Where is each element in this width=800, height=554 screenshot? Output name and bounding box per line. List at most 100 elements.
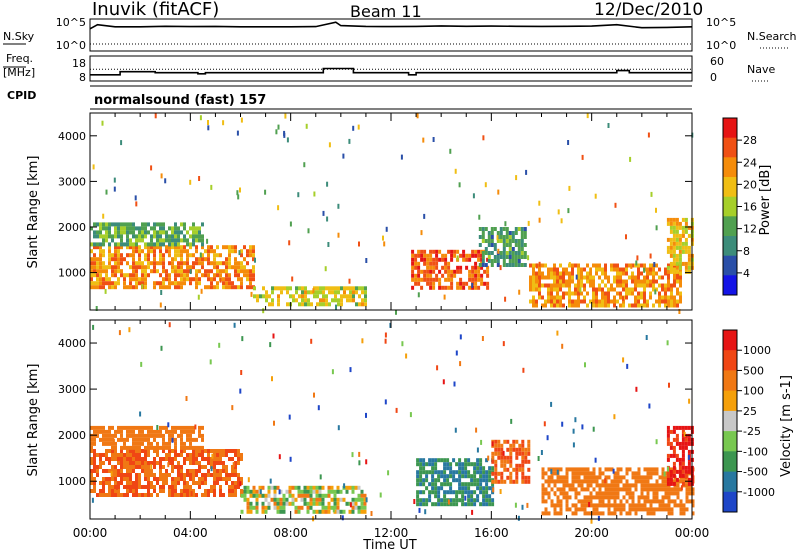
data-cell [490, 235, 494, 239]
data-cell [556, 271, 559, 276]
data-cell [470, 494, 474, 499]
data-cell [324, 493, 328, 498]
data-cell [213, 249, 216, 254]
data-cell [473, 498, 477, 503]
data-cell [491, 459, 495, 464]
data-cell [186, 469, 189, 473]
data-cell [313, 294, 316, 299]
data-cell [336, 501, 340, 506]
data-cell [346, 294, 349, 299]
data-cell [168, 261, 171, 266]
data-cell [93, 281, 96, 286]
data-cell [222, 277, 225, 282]
data-cell [334, 290, 337, 295]
data-cell [432, 261, 436, 266]
data-cell [577, 267, 580, 272]
data-cell [246, 505, 250, 510]
data-cell [240, 453, 243, 457]
data-cell [222, 465, 225, 469]
data-speckle [449, 148, 452, 154]
data-cell [322, 286, 325, 291]
data-cell [450, 273, 454, 278]
data-cell [186, 457, 189, 461]
data-cell [321, 493, 325, 498]
data-cell [111, 437, 114, 442]
data-cell [523, 263, 527, 267]
data-cell [544, 491, 548, 496]
data-cell [123, 281, 126, 286]
data-cell [150, 425, 153, 430]
data-cell [480, 249, 484, 254]
data-cell [586, 263, 589, 268]
data-cell [437, 486, 441, 491]
data-cell [132, 429, 135, 434]
data-cell [544, 511, 548, 516]
data-cell [144, 461, 147, 465]
data-cell [497, 451, 501, 456]
data-cell [491, 479, 495, 484]
data-cell [210, 281, 213, 286]
data-cell [171, 489, 174, 493]
data-cell [216, 449, 219, 453]
data-speckle [128, 327, 131, 333]
data-cell [589, 475, 593, 480]
data-cell [664, 299, 667, 304]
data-cell [661, 471, 665, 476]
data-cell [195, 230, 198, 235]
data-cell [613, 279, 616, 284]
data-speckle [168, 322, 171, 328]
colorbar-tick-label: 16 [743, 201, 757, 214]
data-cell [535, 283, 538, 288]
data-cell [198, 481, 201, 485]
data-cell [225, 265, 228, 270]
data-cell [159, 245, 162, 250]
data-cell [675, 261, 679, 266]
data-cell [583, 295, 586, 300]
data-cell [664, 295, 667, 300]
data-cell [246, 277, 249, 282]
data-cell [634, 303, 637, 308]
data-cell [105, 441, 108, 446]
data-cell [252, 253, 255, 258]
data-cell [429, 277, 433, 282]
data-cell [488, 494, 492, 499]
data-cell [177, 242, 180, 247]
data-cell [634, 475, 638, 480]
data-speckle [348, 278, 351, 284]
data-cell [592, 507, 596, 512]
data-cell [364, 286, 367, 291]
data-cell [547, 467, 551, 472]
data-cell [117, 242, 120, 247]
data-cell [117, 245, 120, 250]
data-cell [345, 501, 349, 506]
data-speckle [590, 518, 593, 524]
data-cell [189, 253, 192, 258]
data-cell [319, 286, 322, 291]
data-cell [216, 285, 219, 290]
data-cell [443, 470, 447, 475]
data-cell [455, 490, 459, 495]
data-cell [544, 275, 547, 280]
data-cell [150, 245, 153, 250]
data-cell [462, 253, 466, 258]
data-speckle [351, 452, 354, 458]
data-cell [159, 429, 162, 434]
data-speckle [199, 252, 202, 258]
data-cell [541, 491, 545, 496]
data-cell [135, 265, 138, 270]
data-cell [678, 465, 682, 470]
data-speckle [622, 296, 624, 302]
data-cell [468, 253, 472, 258]
data-cell [670, 491, 674, 496]
data-cell [171, 269, 174, 274]
data-cell [132, 493, 135, 497]
data-cell [453, 249, 457, 254]
data-cell [670, 467, 674, 472]
colorbar-swatch [723, 491, 737, 513]
data-cell [132, 481, 135, 485]
data-cell [240, 249, 243, 254]
data-cell [527, 459, 531, 464]
data-cell [649, 475, 653, 480]
data-cell [502, 255, 506, 259]
